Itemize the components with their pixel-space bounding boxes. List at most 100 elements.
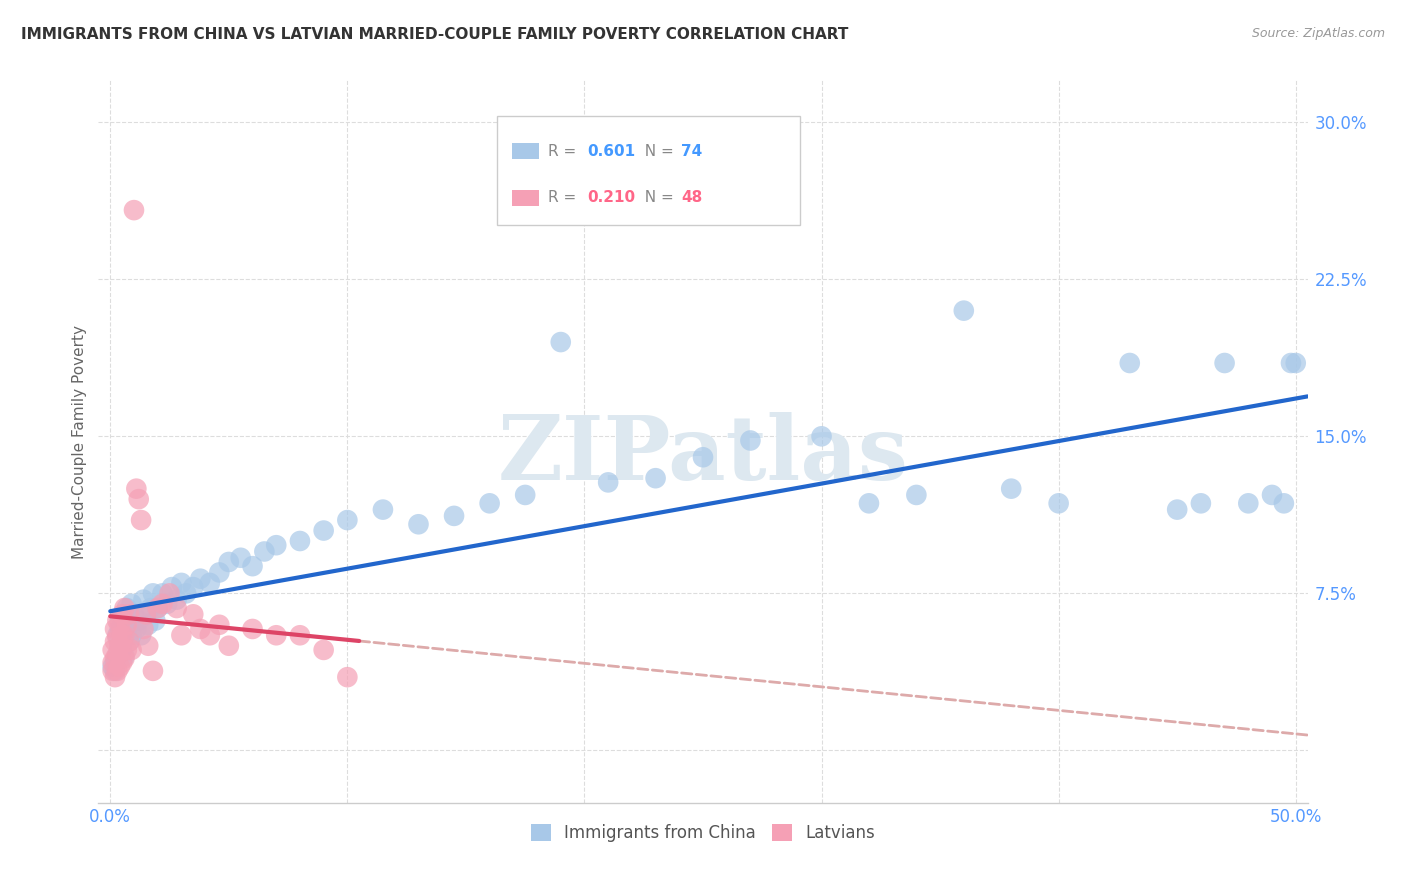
Point bbox=[105, 628, 128, 642]
Point bbox=[104, 664, 127, 678]
Point bbox=[181, 607, 204, 622]
Point bbox=[152, 597, 174, 611]
Point bbox=[1189, 496, 1212, 510]
Point bbox=[408, 517, 430, 532]
Point bbox=[146, 601, 169, 615]
Point bbox=[105, 631, 128, 645]
Point bbox=[108, 617, 131, 632]
Point bbox=[740, 434, 762, 448]
Point bbox=[108, 639, 131, 653]
Point bbox=[132, 622, 155, 636]
Point bbox=[160, 580, 183, 594]
Point bbox=[121, 597, 143, 611]
Point bbox=[905, 488, 928, 502]
Text: ZIPatlas: ZIPatlas bbox=[498, 412, 908, 500]
Point bbox=[104, 634, 127, 648]
Point bbox=[111, 656, 134, 670]
Point bbox=[288, 628, 311, 642]
Point bbox=[139, 601, 162, 615]
Text: 48: 48 bbox=[682, 190, 703, 205]
Point bbox=[218, 555, 240, 569]
Point bbox=[104, 651, 127, 665]
Point bbox=[198, 575, 221, 590]
Point bbox=[135, 607, 157, 622]
Point bbox=[166, 592, 188, 607]
Point bbox=[264, 628, 287, 642]
Point bbox=[105, 614, 128, 628]
Point bbox=[515, 488, 537, 502]
Point bbox=[1213, 356, 1236, 370]
Point bbox=[128, 614, 150, 628]
Point bbox=[142, 664, 165, 678]
Point bbox=[105, 647, 128, 661]
Text: R =: R = bbox=[548, 144, 581, 159]
Point bbox=[114, 649, 136, 664]
Point bbox=[1261, 488, 1284, 502]
Point bbox=[242, 622, 264, 636]
Y-axis label: Married-Couple Family Poverty: Married-Couple Family Poverty bbox=[72, 325, 87, 558]
Point bbox=[114, 601, 136, 615]
Point bbox=[174, 586, 197, 600]
Point bbox=[115, 617, 138, 632]
Point bbox=[122, 607, 145, 622]
Point bbox=[101, 659, 124, 673]
Point bbox=[104, 670, 127, 684]
Point bbox=[242, 559, 264, 574]
Point bbox=[108, 622, 131, 636]
Point bbox=[208, 617, 231, 632]
Point bbox=[115, 643, 138, 657]
Point bbox=[229, 550, 252, 565]
FancyBboxPatch shape bbox=[512, 143, 538, 159]
Point bbox=[810, 429, 832, 443]
Point bbox=[218, 639, 240, 653]
Point bbox=[114, 651, 136, 665]
Point bbox=[114, 628, 136, 642]
Point bbox=[125, 482, 148, 496]
Point bbox=[114, 628, 136, 642]
Point bbox=[104, 622, 127, 636]
Point bbox=[118, 634, 141, 648]
Text: 0.601: 0.601 bbox=[586, 144, 636, 159]
Point bbox=[101, 643, 124, 657]
Point bbox=[312, 643, 335, 657]
Point bbox=[136, 617, 159, 632]
Point bbox=[111, 607, 134, 622]
Point bbox=[170, 575, 193, 590]
Point bbox=[550, 334, 572, 349]
Point bbox=[108, 659, 131, 673]
FancyBboxPatch shape bbox=[512, 190, 538, 206]
Point bbox=[1279, 356, 1302, 370]
Point bbox=[111, 617, 134, 632]
Point bbox=[644, 471, 666, 485]
Point bbox=[598, 475, 620, 490]
Text: N =: N = bbox=[636, 190, 679, 205]
Point bbox=[692, 450, 714, 465]
Point bbox=[146, 601, 169, 615]
Point bbox=[312, 524, 335, 538]
Point bbox=[336, 513, 359, 527]
Point bbox=[478, 496, 501, 510]
Point bbox=[111, 634, 134, 648]
Point bbox=[198, 628, 221, 642]
Point bbox=[159, 586, 181, 600]
Text: Source: ZipAtlas.com: Source: ZipAtlas.com bbox=[1251, 27, 1385, 40]
Point bbox=[121, 628, 143, 642]
Point bbox=[1272, 496, 1295, 510]
Point bbox=[208, 566, 231, 580]
Point bbox=[1047, 496, 1070, 510]
Point bbox=[114, 607, 136, 622]
Point bbox=[111, 643, 134, 657]
Point bbox=[336, 670, 359, 684]
Point bbox=[111, 628, 134, 642]
Text: 74: 74 bbox=[682, 144, 703, 159]
Point bbox=[142, 586, 165, 600]
Point bbox=[118, 617, 141, 632]
Point bbox=[190, 572, 212, 586]
Point bbox=[105, 649, 128, 664]
Point bbox=[101, 656, 124, 670]
Point bbox=[121, 643, 143, 657]
Point bbox=[135, 607, 157, 622]
Point bbox=[101, 664, 124, 678]
Point bbox=[132, 592, 155, 607]
Point bbox=[128, 492, 150, 507]
